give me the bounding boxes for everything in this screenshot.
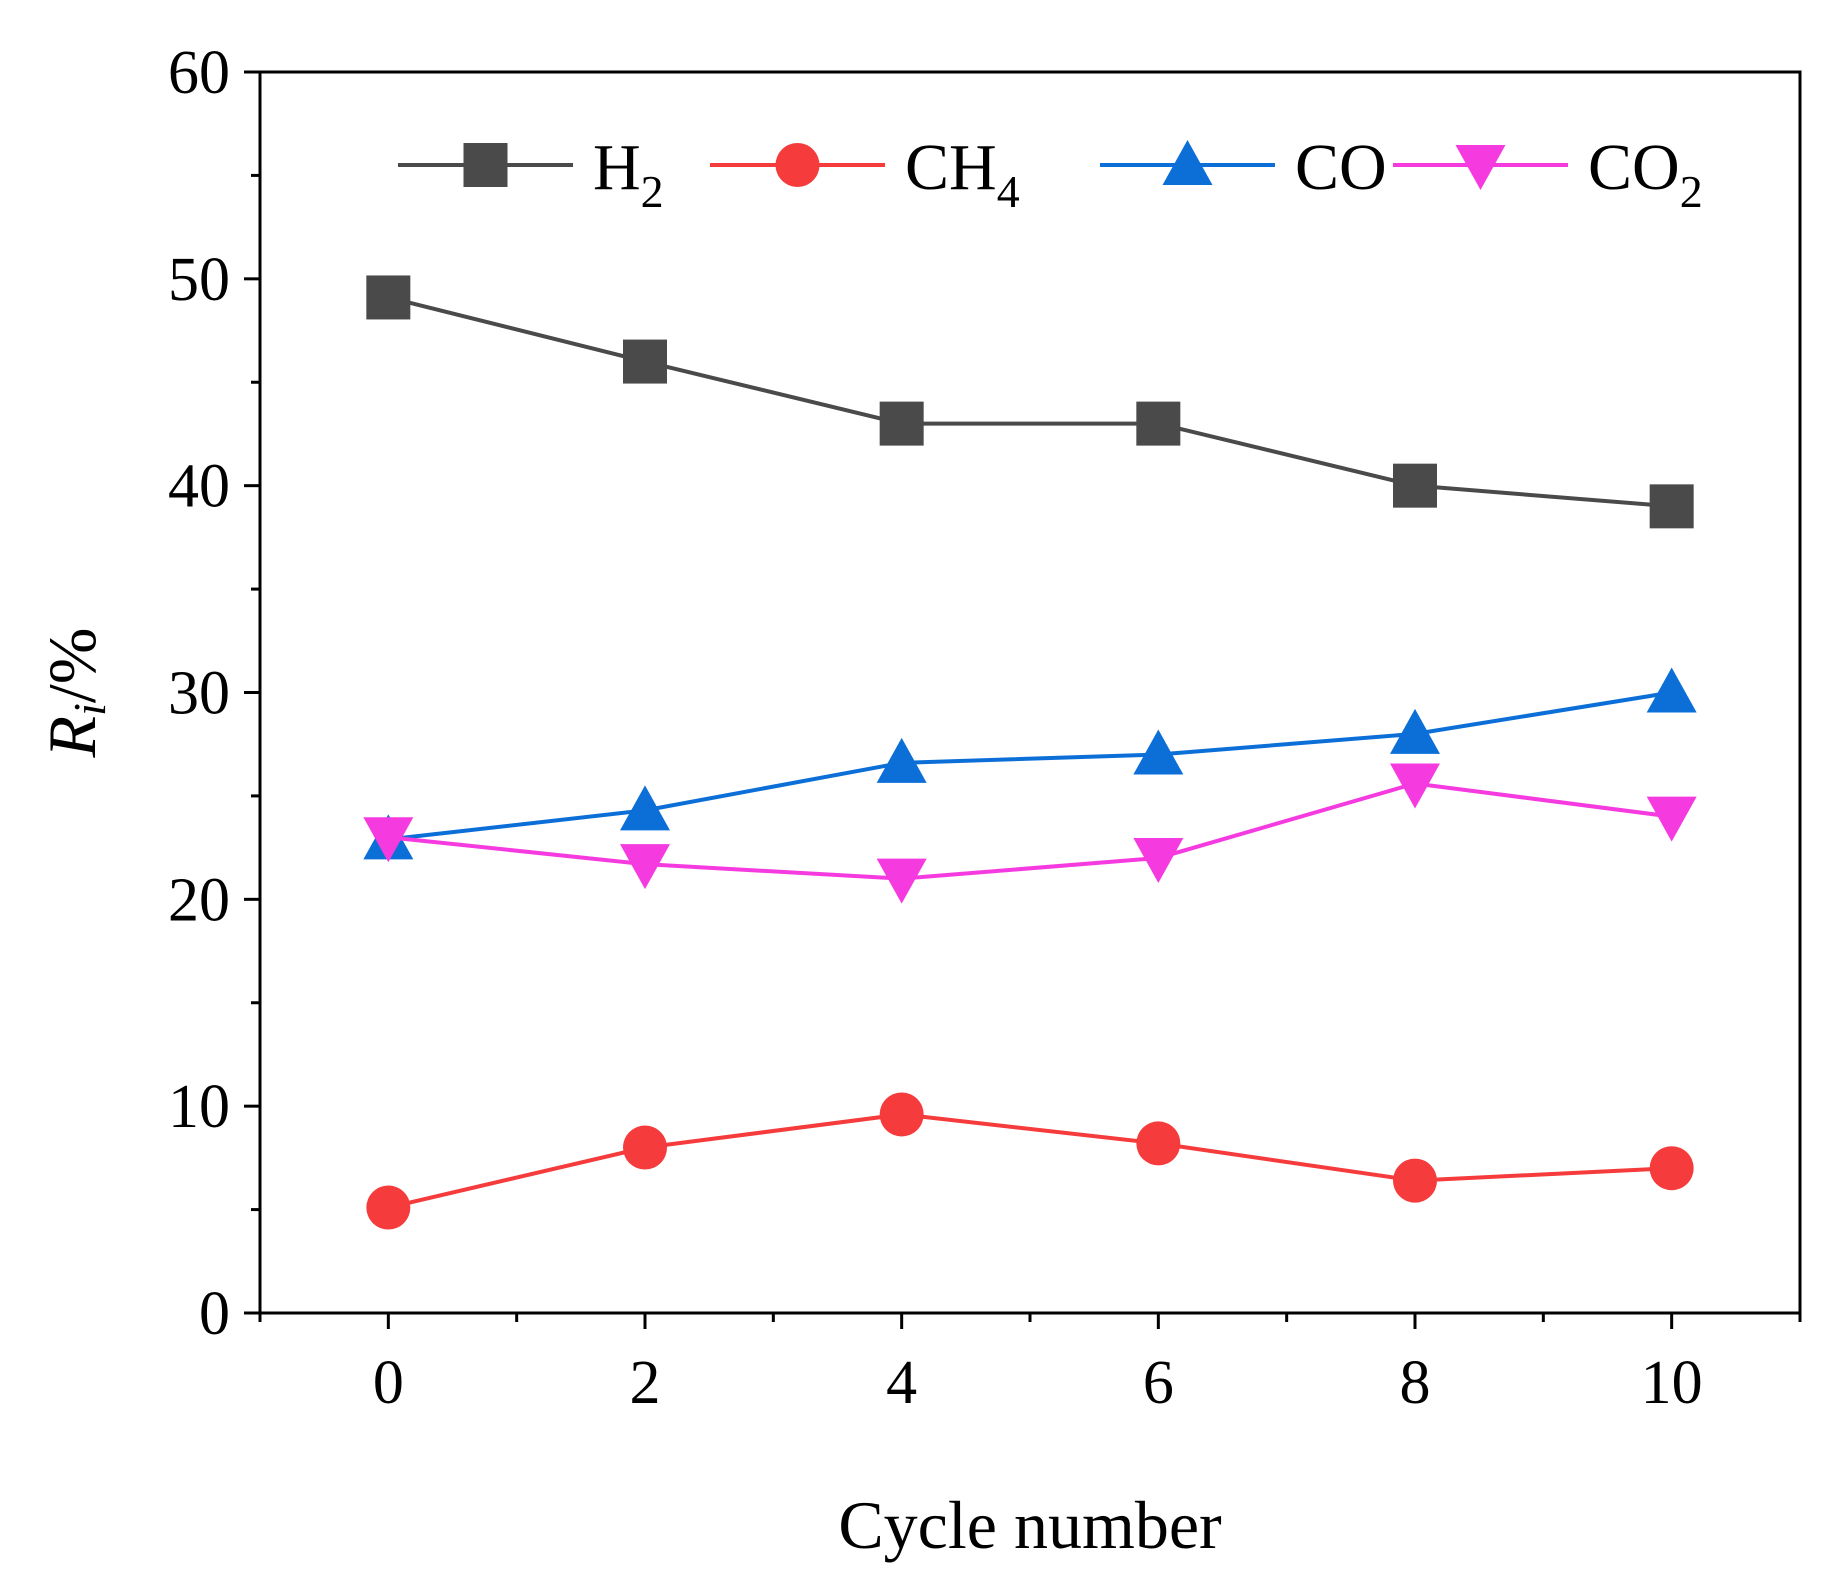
legend-label-main: CO [1588,131,1680,204]
data-point-co2 [363,817,414,863]
y-tick-label: 50 [168,246,230,314]
y-axis-title-suffix: /% [34,628,110,704]
legend-item-co2: CO2 [1393,131,1703,217]
data-point-ch4 [1136,1121,1181,1166]
legend-label-main: H [593,131,641,204]
legend-label-subscript: 4 [997,166,1020,217]
data-point-h2 [1393,463,1437,508]
data-point-co2 [1646,796,1697,842]
series-line-ch4 [387,1112,1672,1210]
series-line-co [388,690,1672,842]
data-point-ch4 [879,1092,924,1137]
legend-item-h2: H2 [398,131,664,217]
y-tick-label: 20 [168,866,230,934]
data-point-ch4 [1649,1146,1694,1191]
data-point-co [1390,708,1440,754]
data-point-h2 [1136,401,1181,446]
data-point-h2 [1649,484,1694,529]
data-point-co [620,785,670,831]
y-tick-label: 10 [168,1073,230,1141]
data-point-co2 [1133,837,1184,883]
data-point-ch4 [623,1125,667,1170]
series-line-co2 [388,781,1672,881]
legend-label-main: CO [1295,131,1387,204]
y-tick-label: 30 [168,660,230,728]
series-co2 [363,763,1697,904]
legend-marker [1162,140,1213,185]
series-co [363,667,1697,860]
legend-label-subscript: 2 [641,166,664,217]
x-tick-label: 10 [1641,1349,1703,1417]
x-tick-label: 4 [886,1349,917,1417]
legend-label: H2 [593,131,664,217]
legend-marker [1455,145,1506,190]
series-line-h2 [387,295,1672,509]
legend-item-ch4: CH4 [710,131,1020,217]
legend-label: CO2 [1588,131,1703,217]
data-point-co [1133,729,1184,775]
x-axis-title: Cycle number [838,1487,1222,1563]
data-point-ch4 [1393,1158,1437,1203]
legend-label: CH4 [905,131,1020,217]
data-point-co2 [876,858,927,904]
legend-label-main: CH [905,131,997,204]
data-point-h2 [366,275,411,320]
data-point-co [876,737,927,783]
x-tick-label: 0 [373,1349,404,1417]
y-tick-label: 40 [168,453,230,521]
x-tick-label: 6 [1143,1349,1174,1417]
data-point-h2 [879,401,924,446]
data-point-co2 [1390,763,1440,809]
y-axis-title-subscript: i [64,703,115,716]
legend: H2 CH4 CO CO2 [398,131,1703,217]
y-tick-label: 0 [199,1280,230,1348]
ticks-layer: 0 2 4 6 8 10 0 10 20 30 40 50 60 [168,39,1802,1417]
legend-label-subscript: 2 [1680,166,1703,217]
y-axis-title-main: R [34,716,110,759]
data-point-co2 [620,844,670,890]
legend-item-co: CO [1100,131,1387,204]
y-axis-title: Ri/% [34,628,115,759]
series-h2 [366,275,1694,529]
data-point-ch4 [366,1185,411,1230]
legend-marker [463,143,508,187]
data-point-co [1646,667,1697,713]
data-point-h2 [623,339,667,384]
y-tick-label: 60 [168,39,230,107]
series-ch4 [366,1092,1694,1230]
legend-label: CO [1295,131,1387,204]
legend-marker [775,143,820,187]
x-tick-label: 8 [1400,1349,1431,1417]
series-layer [363,275,1697,1230]
x-tick-label: 2 [630,1349,661,1417]
